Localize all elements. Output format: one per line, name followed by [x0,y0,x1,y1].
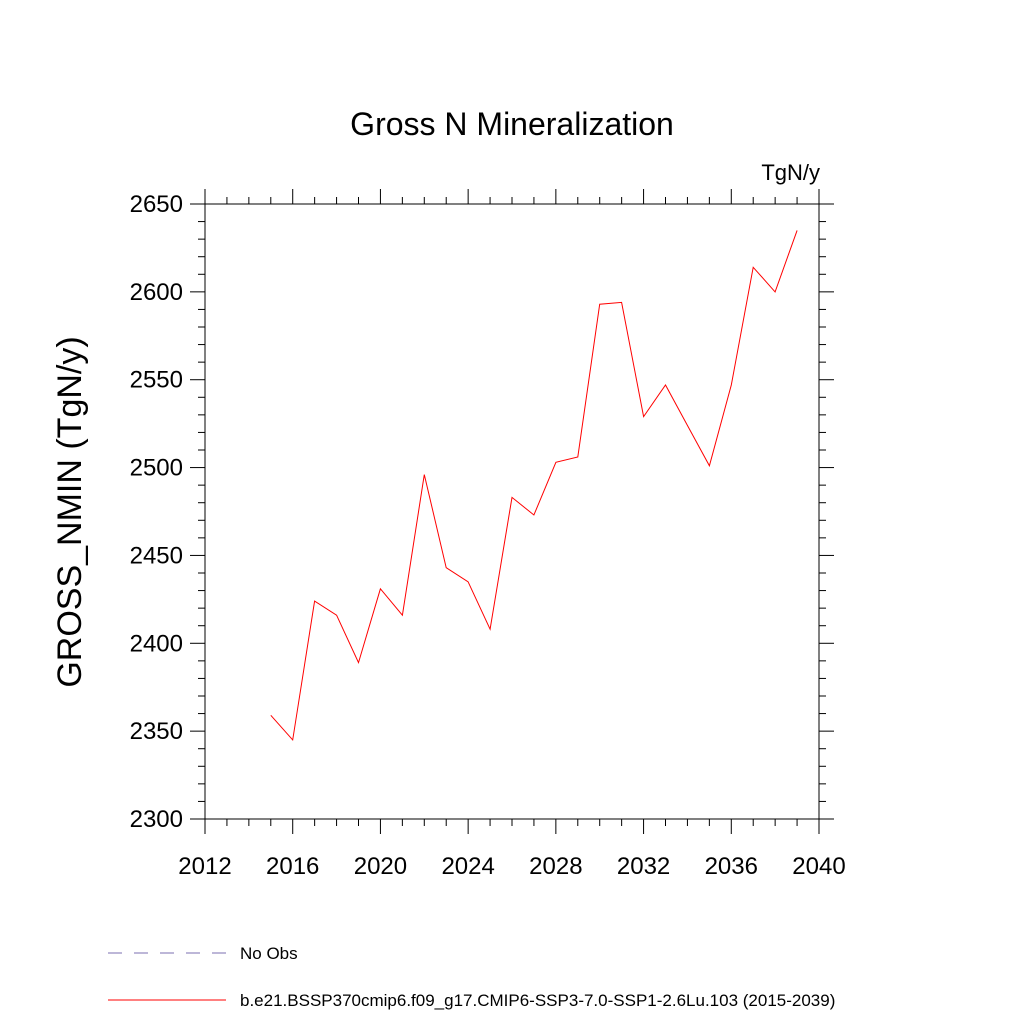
y-tick-label: 2500 [130,455,183,482]
x-tick-label: 2012 [178,853,231,880]
y-tick-label: 2600 [130,279,183,306]
x-tick-label: 2020 [354,853,407,880]
legend: No Obs b.e21.BSSP370cmip6.f09_g17.CMIP6-… [108,944,835,1010]
series-layer [270,230,798,742]
y-tick-label: 2350 [130,718,183,745]
chart-title: Gross N Mineralization [350,106,674,142]
axis-ticks: 2300 2350 2400 2450 2500 2550 2600 2650 2012 2016… [130,189,846,880]
plot-frame [204,203,820,820]
series-line [270,230,798,742]
x-tick-label: 2032 [617,853,670,880]
y-tick-label: 2650 [130,191,183,218]
x-tick-label: 2036 [705,853,758,880]
units-label: TgN/y [761,160,820,185]
x-tick-label: 2024 [441,853,494,880]
y-tick-label: 2300 [130,806,183,833]
x-tick-label: 2016 [266,853,319,880]
y-axis-label: GROSS_NMIN (TgN/y) [51,336,89,687]
y-tick-label: 2400 [130,630,183,657]
x-tick-label: 2028 [529,853,582,880]
x-tick-label: 2040 [792,853,845,880]
y-tick-label: 2450 [130,542,183,569]
y-tick-label: 2550 [130,367,183,394]
legend-label-series: b.e21.BSSP370cmip6.f09_g17.CMIP6-SSP3-7.… [240,991,835,1010]
legend-label-no-obs: No Obs [240,944,298,963]
